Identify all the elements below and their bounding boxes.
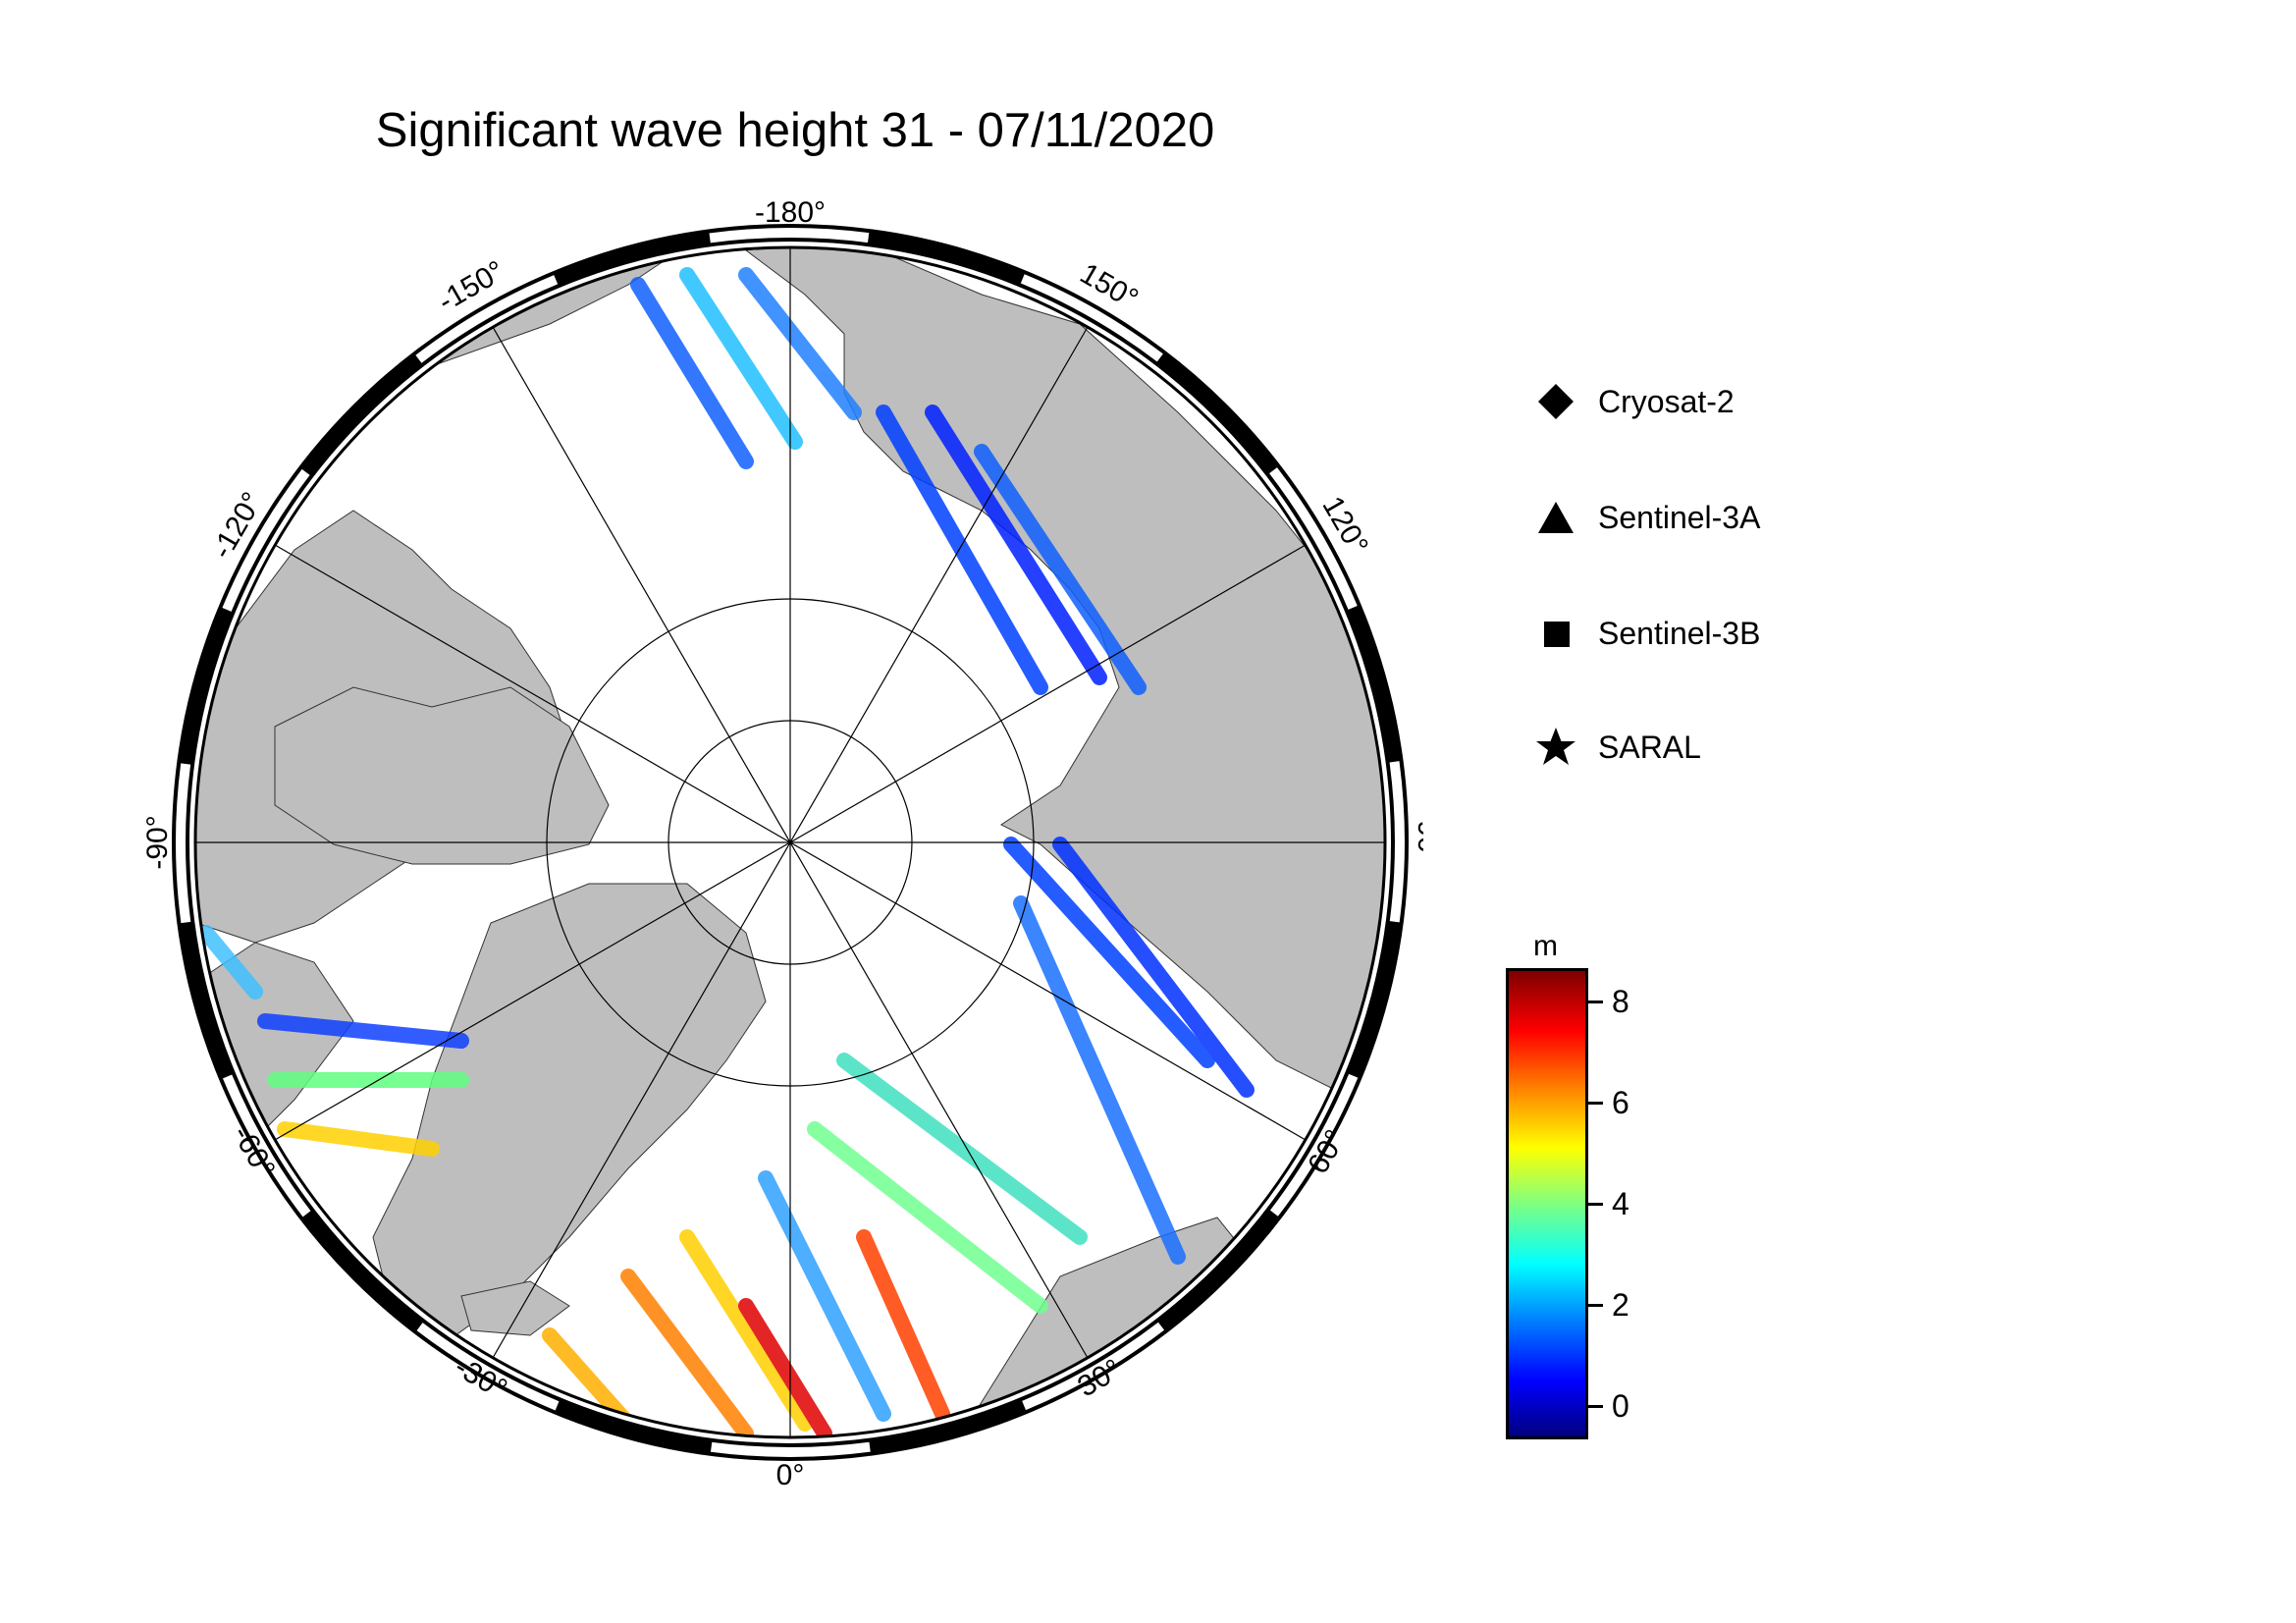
map-frame	[172, 224, 1409, 1461]
colorbar-tick	[1587, 1304, 1603, 1308]
lon-label-90: 90°	[1412, 820, 1423, 864]
square-icon	[1531, 609, 1580, 658]
wave-height-tracks	[198, 267, 1255, 1437]
colorbar-tick-label: 0	[1612, 1388, 1629, 1425]
page-title: Significant wave height 31 - 07/11/2020	[375, 104, 1215, 157]
colorbar-unit: m	[1533, 930, 1558, 962]
colorbar	[1506, 968, 1588, 1439]
legend-item-sentinel3b: Sentinel-3B	[1531, 609, 1760, 658]
colorbar-tick-label: 8	[1612, 983, 1629, 1019]
land-iceland	[460, 1280, 570, 1336]
star-icon	[1531, 723, 1580, 772]
colorbar-tick-label: 6	[1612, 1084, 1629, 1120]
legend-item-saral: SARAL	[1531, 723, 1701, 772]
legend-label: SARAL	[1598, 729, 1701, 765]
colorbar-tick-label: 2	[1612, 1287, 1629, 1324]
lon-label-0: 0°	[776, 1459, 805, 1491]
colorbar-tick	[1587, 1000, 1603, 1003]
graticule	[195, 247, 1385, 1437]
colorbar-tick	[1587, 1101, 1603, 1105]
lon-label-m180: -180°	[755, 196, 826, 229]
legend-label: Sentinel-3B	[1598, 615, 1761, 651]
colorbar-tick	[1587, 1405, 1603, 1409]
legend-label: Cryosat-2	[1598, 383, 1735, 419]
colorbar-tick	[1587, 1203, 1603, 1206]
lon-label-m90: -90°	[141, 815, 174, 869]
legend-item-cryosat2: Cryosat-2	[1531, 377, 1735, 426]
triangle-icon	[1531, 493, 1580, 542]
diamond-icon	[1531, 377, 1580, 426]
colorbar-tick-label: 4	[1612, 1186, 1629, 1221]
land-canadian-archipelago	[274, 686, 610, 865]
polar-map[interactable]: -180° 150° 120° 90° 60° 30° 0° -30° -60°…	[0, 0, 1423, 1623]
land-greenland	[372, 883, 767, 1346]
legend-item-sentinel3a: Sentinel-3A	[1531, 493, 1760, 542]
legend-label: Sentinel-3A	[1598, 499, 1761, 535]
